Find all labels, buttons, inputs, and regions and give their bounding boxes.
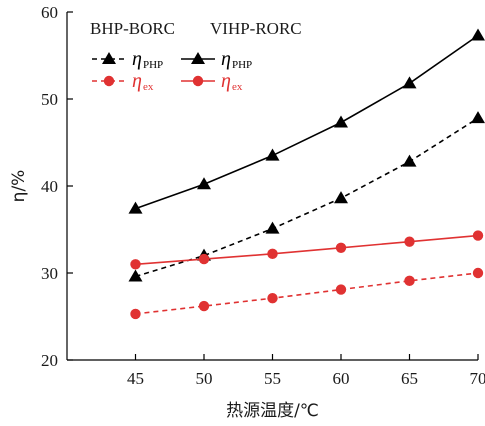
series-line-vihp_php xyxy=(135,34,479,210)
series-line-vihp_ex xyxy=(135,234,479,266)
y-tick-label: 50 xyxy=(41,90,58,109)
data-point-vihp_ex xyxy=(130,259,141,270)
data-point-bhp_ex xyxy=(404,275,415,287)
data-point-vihp_php xyxy=(402,76,417,89)
x-tick-label: 55 xyxy=(264,369,281,388)
data-point-vihp_php xyxy=(128,201,143,214)
data-point-vihp_ex xyxy=(267,248,278,260)
x-axis-title: 热源温度/℃ xyxy=(226,401,319,421)
series-line-bhp_php xyxy=(135,117,479,278)
legend-eta-symbol: η xyxy=(221,70,231,92)
data-point-bhp_php xyxy=(128,269,143,282)
data-point-bhp_php xyxy=(265,221,280,234)
data-point-vihp_php xyxy=(471,28,485,41)
series-layer xyxy=(128,28,485,320)
series-vihp_php xyxy=(128,28,485,214)
x-tick-label: 50 xyxy=(196,369,213,388)
data-point-vihp_ex xyxy=(472,230,484,241)
series-bhp_ex xyxy=(130,267,484,320)
x-tick-label: 60 xyxy=(333,369,350,388)
legend-item-vihp_php: η PHP xyxy=(181,48,252,71)
y-tick-label: 40 xyxy=(41,177,58,196)
axes-layer xyxy=(66,12,478,361)
data-point-bhp_ex xyxy=(472,267,484,279)
legend-subscript: PHP xyxy=(232,59,252,71)
data-point-bhp_ex xyxy=(335,284,347,295)
legend-eta-symbol: η xyxy=(221,48,231,70)
series-vihp_ex xyxy=(130,230,484,270)
legend-marker xyxy=(103,75,115,87)
series-line-bhp_ex xyxy=(135,272,479,315)
data-point-vihp_ex xyxy=(335,242,347,253)
y-tick-label: 60 xyxy=(41,3,58,22)
data-point-bhp_ex xyxy=(198,300,210,312)
data-point-vihp_php xyxy=(334,115,348,128)
y-axis-title: η/% xyxy=(9,170,29,203)
x-tick-label: 70 xyxy=(470,369,485,388)
data-point-bhp_ex xyxy=(267,293,278,304)
y-tick-label: 20 xyxy=(41,351,58,370)
legend-eta-symbol: η xyxy=(132,48,142,70)
ticks-layer: 20 30 40 50 60 45 50 55 60 65 70 xyxy=(41,3,485,388)
y-tick-label: 30 xyxy=(41,264,58,283)
x-tick-label: 65 xyxy=(401,369,418,388)
data-point-vihp_php xyxy=(265,148,280,161)
legend-marker xyxy=(191,52,205,65)
legend-group-label-vihp-rorc: VIHP-RORC xyxy=(210,19,302,38)
data-point-bhp_ex xyxy=(130,308,141,320)
legend-eta-symbol: η xyxy=(132,70,142,92)
legend-item-vihp_ex: η ex xyxy=(181,70,243,93)
data-point-vihp_ex xyxy=(198,253,210,265)
legend-subscript: ex xyxy=(143,81,154,93)
legend-marker xyxy=(192,75,204,87)
legend-group-label-bhp-borc: BHP-BORC xyxy=(90,19,175,38)
legend-subscript: ex xyxy=(232,81,243,93)
legend-item-bhp_ex: η ex xyxy=(92,70,154,93)
data-point-vihp_ex xyxy=(404,236,415,247)
data-point-bhp_php xyxy=(471,111,485,124)
data-point-vihp_php xyxy=(197,177,211,190)
series-bhp_php xyxy=(128,111,485,282)
legend-item-bhp_php: η PHP xyxy=(92,48,163,71)
data-point-bhp_php xyxy=(402,154,417,167)
legend-subscript: PHP xyxy=(143,59,163,71)
legend-marker xyxy=(102,52,116,65)
x-tick-label: 45 xyxy=(127,369,144,388)
data-point-bhp_php xyxy=(334,191,348,204)
